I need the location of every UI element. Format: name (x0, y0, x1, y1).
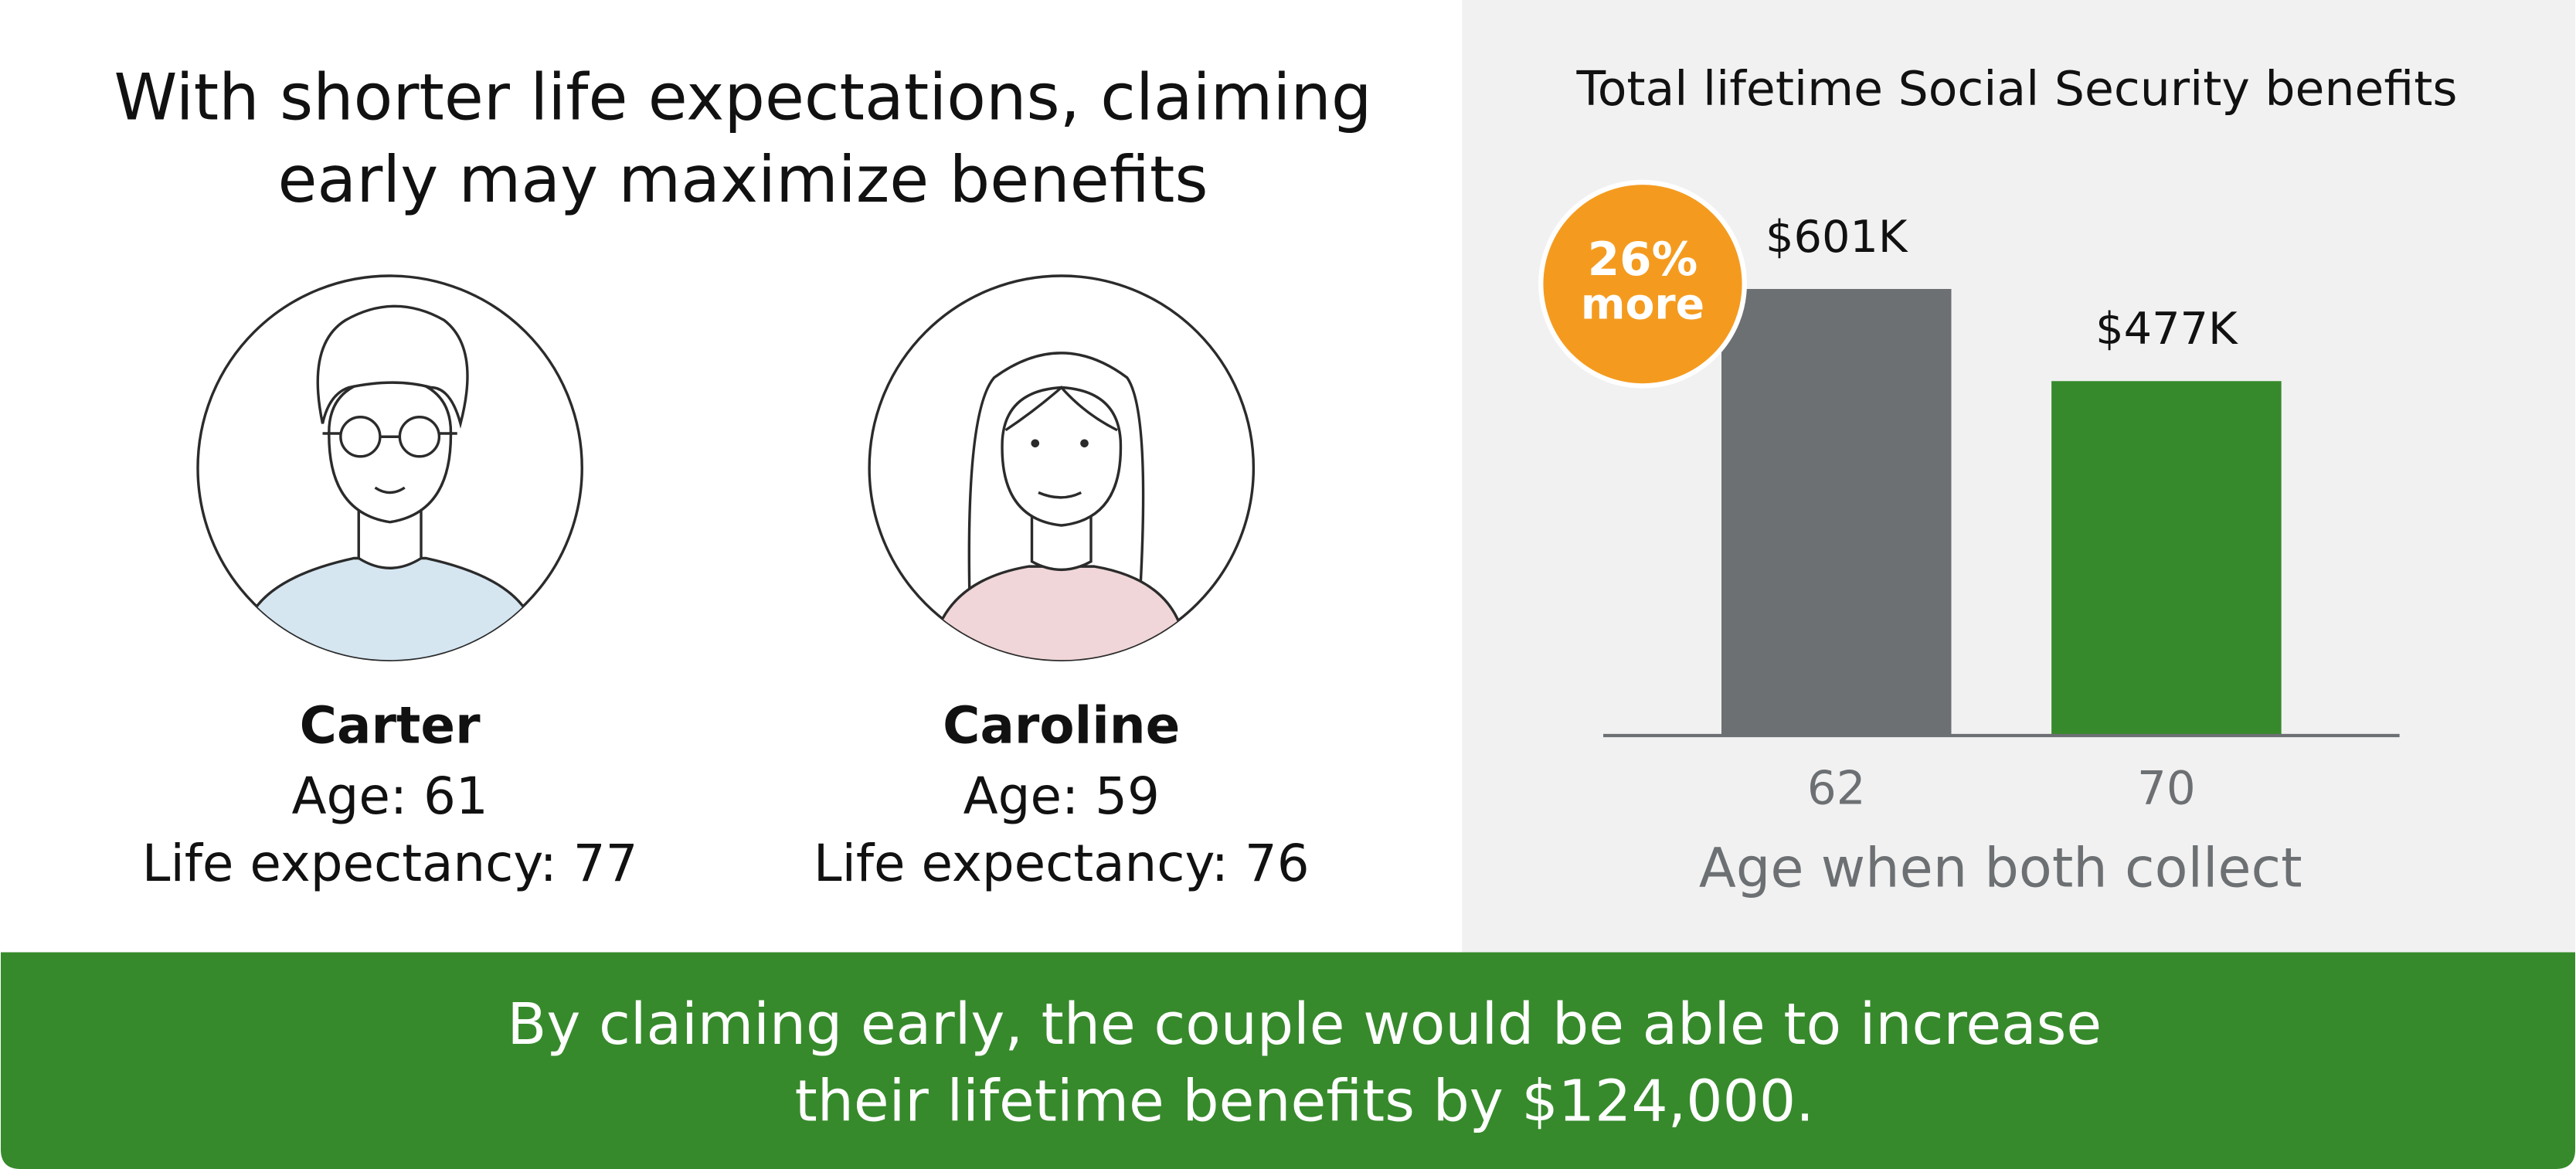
person-age: Age: 61 (291, 766, 488, 826)
headline: With shorter life expectations, claiming (114, 60, 1371, 135)
avatar (196, 274, 583, 661)
headline: early may maximize benefits (277, 142, 1208, 217)
people: Carter Age: 61 Life expectancy: 77 Caroline… (142, 696, 1310, 894)
badge-text: more (1581, 280, 1704, 330)
person-life-expectancy: Life expectancy: 76 (814, 834, 1310, 893)
bar (1721, 289, 1952, 736)
x-axis-label: Age when both collect (1699, 836, 2302, 899)
chart-panel (1462, 0, 2575, 953)
person-age: Age: 59 (963, 766, 1160, 826)
x-tick-label: 70 (2137, 762, 2196, 815)
footer-band (1, 952, 2575, 1169)
badge-text: 26% (1588, 233, 1698, 287)
bar (2051, 381, 2282, 736)
person-name: Caroline (943, 696, 1180, 756)
badge (1538, 179, 1747, 389)
value-label: $601K (1765, 211, 1908, 263)
x-tick-label: 62 (1807, 762, 1866, 815)
value-label: $477K (2095, 303, 2238, 355)
avatar (868, 274, 1256, 661)
bar-chart: Total lifetime Social Security benefits $… (1538, 61, 2458, 899)
person-life-expectancy: Life expectancy: 77 (142, 834, 638, 893)
footer-text: By claiming early, the couple would be a… (507, 991, 2102, 1058)
chart-title: Total lifetime Social Security benefits (1576, 61, 2458, 117)
footer-text: their lifetime benefits by $124,000. (795, 1068, 1814, 1135)
person-name: Carter (300, 696, 481, 756)
